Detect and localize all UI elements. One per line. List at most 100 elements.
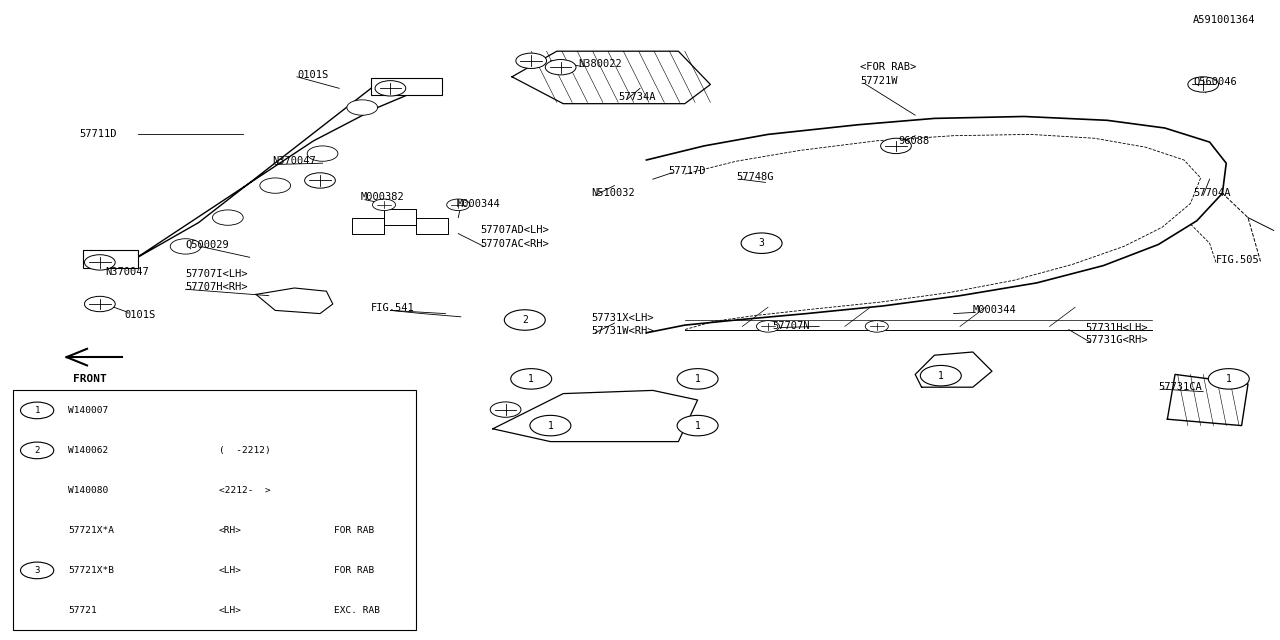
Circle shape <box>535 418 566 433</box>
Bar <box>13 390 416 630</box>
Text: 57731X<LH>: 57731X<LH> <box>591 313 654 323</box>
Text: 57731G<RH>: 57731G<RH> <box>1085 335 1148 346</box>
Text: FOR RAB: FOR RAB <box>334 566 374 575</box>
Text: 1: 1 <box>695 374 700 384</box>
Text: 1: 1 <box>938 371 943 381</box>
Circle shape <box>682 371 713 387</box>
Polygon shape <box>915 352 992 387</box>
Circle shape <box>677 415 718 436</box>
Text: N370047: N370047 <box>105 267 148 277</box>
Circle shape <box>347 100 378 115</box>
Circle shape <box>490 402 521 417</box>
Text: 57717D: 57717D <box>668 166 705 176</box>
Circle shape <box>307 146 338 161</box>
Circle shape <box>20 442 54 459</box>
Circle shape <box>516 371 547 387</box>
Text: A591001364: A591001364 <box>1193 15 1256 26</box>
Text: 57721: 57721 <box>68 606 96 615</box>
Text: FIG.505: FIG.505 <box>1216 255 1260 266</box>
Circle shape <box>741 233 782 253</box>
Circle shape <box>756 321 780 332</box>
Polygon shape <box>83 250 138 268</box>
Circle shape <box>545 60 576 75</box>
Text: 57721W: 57721W <box>860 76 897 86</box>
Polygon shape <box>1167 374 1248 426</box>
Circle shape <box>1188 77 1219 92</box>
Circle shape <box>1213 371 1244 387</box>
Circle shape <box>212 210 243 225</box>
Circle shape <box>84 296 115 312</box>
Circle shape <box>920 365 961 386</box>
Text: 57731CA: 57731CA <box>1158 382 1202 392</box>
Circle shape <box>170 239 201 254</box>
Circle shape <box>372 199 396 211</box>
Text: 57721X*A: 57721X*A <box>68 526 114 535</box>
Text: M000344: M000344 <box>973 305 1016 316</box>
Text: 1: 1 <box>695 420 700 431</box>
Polygon shape <box>493 390 698 442</box>
Circle shape <box>677 369 718 389</box>
Text: 57707N: 57707N <box>772 321 809 332</box>
Text: N370047: N370047 <box>273 156 316 166</box>
Text: W140062: W140062 <box>68 446 108 455</box>
Text: 57748G: 57748G <box>736 172 773 182</box>
Text: 1: 1 <box>548 420 553 431</box>
Polygon shape <box>134 83 435 259</box>
Text: FIG.541: FIG.541 <box>371 303 415 314</box>
Text: 57704A: 57704A <box>1193 188 1230 198</box>
Text: 57731H<LH>: 57731H<LH> <box>1085 323 1148 333</box>
Text: 57711D: 57711D <box>79 129 116 140</box>
Text: N380022: N380022 <box>579 59 622 69</box>
Text: 57721X*B: 57721X*B <box>68 566 114 575</box>
Text: FRONT: FRONT <box>73 374 106 385</box>
Text: 1: 1 <box>35 406 40 415</box>
Text: 2: 2 <box>35 446 40 455</box>
Circle shape <box>447 199 470 211</box>
Circle shape <box>305 173 335 188</box>
Text: <LH>: <LH> <box>219 566 242 575</box>
Circle shape <box>530 415 571 436</box>
Text: 3: 3 <box>759 238 764 248</box>
Circle shape <box>84 255 115 270</box>
Circle shape <box>682 418 713 433</box>
Circle shape <box>511 369 552 389</box>
Text: 0101S: 0101S <box>124 310 155 320</box>
Text: M000382: M000382 <box>361 192 404 202</box>
Text: EXC. RAB: EXC. RAB <box>334 606 380 615</box>
Text: 57734A: 57734A <box>618 92 655 102</box>
Circle shape <box>504 310 545 330</box>
Circle shape <box>865 321 888 332</box>
Circle shape <box>1208 369 1249 389</box>
Text: FOR RAB: FOR RAB <box>334 526 374 535</box>
Circle shape <box>375 81 406 96</box>
Circle shape <box>20 562 54 579</box>
Text: Q560046: Q560046 <box>1193 76 1236 86</box>
Text: M000344: M000344 <box>457 198 500 209</box>
Text: <LH>: <LH> <box>219 606 242 615</box>
Circle shape <box>260 178 291 193</box>
Text: W140007: W140007 <box>68 406 108 415</box>
Circle shape <box>516 53 547 68</box>
Text: 1: 1 <box>1226 374 1231 384</box>
Text: Q500029: Q500029 <box>186 239 229 250</box>
Circle shape <box>20 402 54 419</box>
Text: <RH>: <RH> <box>219 526 242 535</box>
Text: 57707H<RH>: 57707H<RH> <box>186 282 248 292</box>
Text: W140080: W140080 <box>68 486 108 495</box>
Text: 1: 1 <box>529 374 534 384</box>
Text: 57731W<RH>: 57731W<RH> <box>591 326 654 336</box>
Text: <FOR RAB>: <FOR RAB> <box>860 62 916 72</box>
Text: 3: 3 <box>35 566 40 575</box>
Text: (  -2212): ( -2212) <box>219 446 270 455</box>
Polygon shape <box>371 78 442 95</box>
Circle shape <box>881 138 911 154</box>
Text: <2212-  >: <2212- > <box>219 486 270 495</box>
Text: 57707AC<RH>: 57707AC<RH> <box>480 239 549 250</box>
Text: 57707I<LH>: 57707I<LH> <box>186 269 248 279</box>
Text: 96088: 96088 <box>899 136 929 146</box>
Polygon shape <box>512 51 710 104</box>
Circle shape <box>925 368 956 383</box>
Text: 2: 2 <box>522 315 527 325</box>
Text: N510032: N510032 <box>591 188 635 198</box>
Text: 57707AD<LH>: 57707AD<LH> <box>480 225 549 235</box>
